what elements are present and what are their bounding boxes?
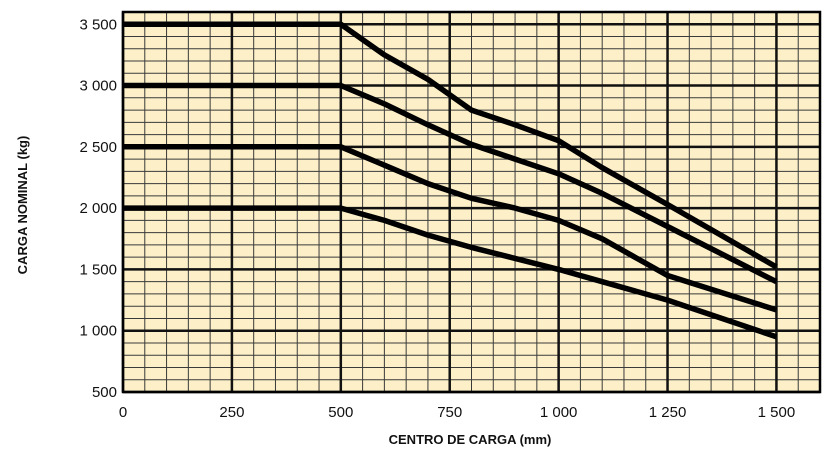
x-tick-label: 750 (437, 404, 462, 421)
y-tick-label: 3 500 (79, 16, 117, 33)
y-axis-title: CARGA NOMINAL (kg) (15, 136, 30, 275)
x-tick-label: 1 250 (649, 404, 687, 421)
y-tick-label: 2 000 (79, 200, 117, 217)
series-line-4 (123, 205, 778, 340)
series-layer (123, 21, 778, 340)
y-tick-label: 500 (92, 384, 117, 401)
y-tick-label: 1 000 (79, 323, 117, 340)
series-line-1 (123, 21, 778, 270)
series-line-3 (123, 144, 778, 313)
x-tick-label: 0 (119, 404, 127, 421)
y-tick-label: 2 500 (79, 139, 117, 156)
x-tick-labels: 0 250 500 750 1 000 1 250 1 500 (119, 404, 795, 421)
x-tick-label: 250 (219, 404, 244, 421)
x-tick-label: 1 000 (540, 404, 578, 421)
plot-border (121, 10, 822, 394)
series-line-2 (123, 82, 778, 285)
x-axis-title: CENTRO DE CARGA (mm) (389, 432, 552, 447)
x-tick-label: 500 (328, 404, 353, 421)
y-tick-labels: 500 1 000 1 500 2 000 2 500 3 000 3 500 (79, 16, 117, 401)
y-tick-label: 1 500 (79, 261, 117, 278)
y-tick-label: 3 000 (79, 78, 117, 95)
x-tick-label: 1 500 (758, 404, 796, 421)
